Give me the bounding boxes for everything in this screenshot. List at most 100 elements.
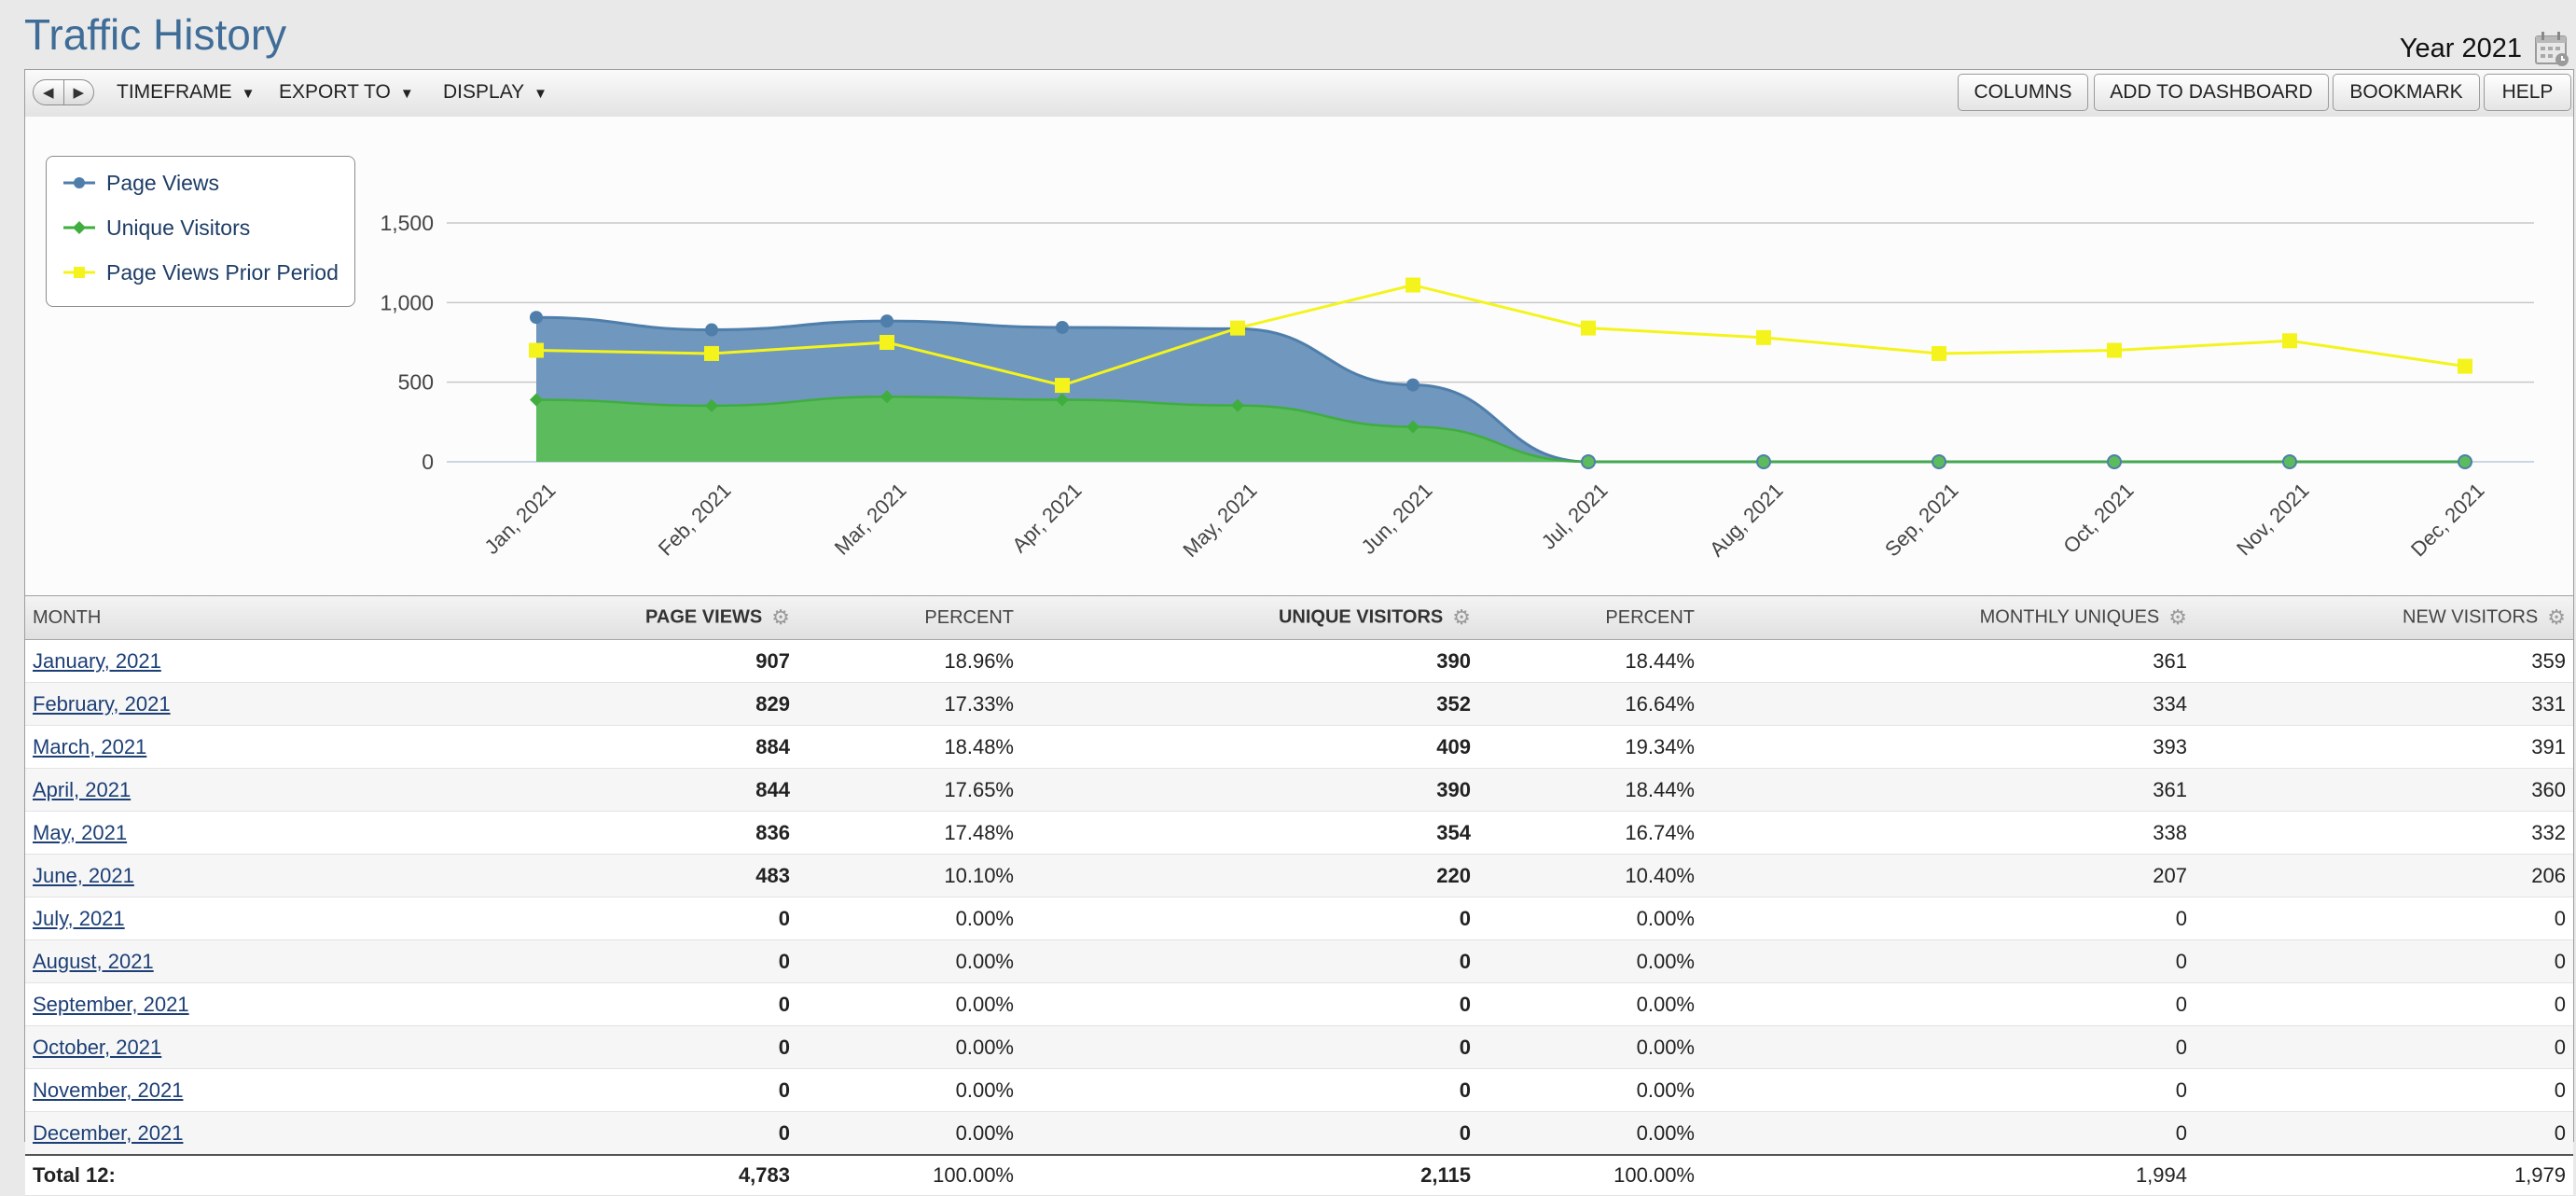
table-cell: 18.44% — [1478, 768, 1702, 812]
previous-period-icon[interactable]: ◀ — [42, 85, 54, 101]
legend-page-views-marker — [63, 177, 95, 188]
table-cell: 207 — [1702, 854, 2195, 897]
gear-icon[interactable]: ⚙ — [1452, 605, 1471, 629]
table-row: March, 2021 884 18.48% 409 19.34% 393 391 — [25, 725, 2573, 769]
month-cell: February, 2021 — [25, 682, 380, 726]
table-cell: 390 — [1021, 639, 1478, 683]
export-menu-label: EXPORT TO — [279, 81, 391, 103]
legend-label: Page Views Prior Period — [106, 259, 339, 285]
table-row: June, 2021 483 10.10% 220 10.40% 207 206 — [25, 854, 2573, 897]
month-cell: December, 2021 — [25, 1111, 380, 1156]
period-navigator: ◀ ▶ — [33, 79, 94, 105]
month-link[interactable]: April, 2021 — [33, 777, 132, 801]
table-cell: 391 — [2195, 725, 2573, 769]
table-cell: 354 — [1021, 811, 1478, 855]
table-cell: 393 — [1702, 725, 2195, 769]
month-link[interactable]: February, 2021 — [33, 691, 171, 716]
table-cell: 844 — [380, 768, 797, 812]
month-link[interactable]: March, 2021 — [33, 734, 147, 758]
month-link[interactable]: September, 2021 — [33, 992, 189, 1016]
column-header-unique-visitors[interactable]: UNIQUE VISITORS ⚙ — [1021, 595, 1478, 640]
prior-period-line — [535, 284, 2466, 387]
table-cell: 0.00% — [797, 1111, 1021, 1156]
table-cell: 18.44% — [1478, 639, 1702, 683]
table-cell: 0.00% — [1478, 1111, 1702, 1156]
gear-icon[interactable]: ⚙ — [2168, 605, 2187, 629]
table-cell: 0 — [1702, 1068, 2195, 1112]
unique-visitors-line — [535, 395, 2465, 464]
table-cell: 0 — [380, 1025, 797, 1069]
page-views-point — [1406, 378, 1420, 392]
column-header-percent[interactable]: PERCENT — [797, 595, 1021, 640]
x-tick-label: Jul, 2021 — [1537, 479, 1613, 554]
timeframe-menu[interactable]: TIMEFRAME ▼ — [117, 81, 256, 104]
column-header-month[interactable]: MONTH — [25, 595, 380, 640]
calendar-icon[interactable] — [2533, 30, 2570, 67]
table-cell: 352 — [1021, 682, 1478, 726]
month-link[interactable]: May, 2021 — [33, 820, 128, 844]
table-cell: 0 — [1021, 1025, 1478, 1069]
legend-item-unique-visitors[interactable]: Unique Visitors — [63, 214, 250, 242]
table-cell: 359 — [2195, 639, 2573, 683]
toolbar: ◀ ▶ TIMEFRAME ▼ EXPORT TO ▼ DISPLAY ▼ COLUM… — [25, 70, 2573, 118]
help-button[interactable]: HELP — [2484, 74, 2571, 111]
table-cell: 0.00% — [1478, 982, 1702, 1026]
table-cell: 18.48% — [797, 725, 1021, 769]
x-tick-label: Jan, 2021 — [480, 479, 561, 559]
columns-button[interactable]: COLUMNS — [1958, 74, 2088, 111]
caret-down-icon: ▼ — [399, 86, 414, 102]
month-link[interactable]: June, 2021 — [33, 863, 134, 887]
page-views-point — [2458, 454, 2472, 469]
table-total-row: Total 12: 4,783 100.00% 2,115 100.00% 1,994 1,… — [25, 1154, 2573, 1196]
page-views-point — [1056, 320, 1069, 334]
column-header-label: MONTH — [33, 606, 102, 628]
page-title: Traffic History — [24, 10, 287, 59]
page-views-point — [705, 323, 718, 337]
month-cell: January, 2021 — [25, 639, 380, 683]
table-row: November, 2021 0 0.00% 0 0.00% 0 0 — [25, 1068, 2573, 1112]
display-menu[interactable]: DISPLAY ▼ — [443, 81, 547, 104]
prior-period-point — [2282, 333, 2297, 349]
bookmark-button[interactable]: BOOKMARK — [2333, 74, 2480, 111]
traffic-history-panel: ◀ ▶ TIMEFRAME ▼ EXPORT TO ▼ DISPLAY ▼ COLUM… — [24, 69, 2574, 1196]
export-menu[interactable]: EXPORT TO ▼ — [279, 81, 414, 104]
legend-label: Page Views — [106, 170, 220, 195]
x-tick-label: Feb, 2021 — [654, 479, 736, 561]
page-views-point — [880, 314, 893, 328]
table-row: October, 2021 0 0.00% 0 0.00% 0 0 — [25, 1025, 2573, 1069]
column-header-page-views[interactable]: PAGE VIEWS ⚙ — [380, 595, 797, 640]
column-header-label: PAGE VIEWS — [645, 606, 763, 628]
table-cell: 0 — [1702, 1025, 2195, 1069]
total-cell: 1,979 — [2195, 1154, 2573, 1196]
column-header-monthly-uniques[interactable]: MONTHLY UNIQUES ⚙ — [1702, 595, 2195, 640]
table-cell: 17.65% — [797, 768, 1021, 812]
legend-item-prior-period[interactable]: Page Views Prior Period — [63, 258, 339, 286]
month-link[interactable]: July, 2021 — [33, 906, 125, 930]
gear-icon[interactable]: ⚙ — [771, 605, 790, 629]
add-to-dashboard-button[interactable]: ADD TO DASHBOARD — [2094, 74, 2329, 111]
column-header-percent[interactable]: PERCENT — [1478, 595, 1702, 640]
table-cell: 220 — [1021, 854, 1478, 897]
month-cell: June, 2021 — [25, 854, 380, 897]
table-cell: 0 — [1021, 939, 1478, 983]
prior-period-point — [1406, 277, 1420, 293]
table-cell: 483 — [380, 854, 797, 897]
table-cell: 331 — [2195, 682, 2573, 726]
legend-unique-visitors-marker — [63, 221, 95, 234]
gear-icon[interactable]: ⚙ — [2547, 605, 2566, 629]
table-row: February, 2021 829 17.33% 352 16.64% 334 331 — [25, 682, 2573, 726]
table-row: January, 2021 907 18.96% 390 18.44% 361 359 — [25, 639, 2573, 683]
month-link[interactable]: December, 2021 — [33, 1120, 184, 1145]
month-link[interactable]: November, 2021 — [33, 1078, 184, 1102]
table-cell: 338 — [1702, 811, 2195, 855]
month-link[interactable]: August, 2021 — [33, 949, 154, 973]
column-header-label: NEW VISITORS — [2403, 606, 2539, 628]
column-header-new-visitors[interactable]: NEW VISITORS ⚙ — [2195, 595, 2573, 640]
month-link[interactable]: October, 2021 — [33, 1035, 162, 1059]
table-cell: 0 — [2195, 897, 2573, 940]
legend-item-page-views[interactable]: Page Views — [63, 169, 219, 197]
month-link[interactable]: January, 2021 — [33, 648, 161, 673]
table-cell: 0 — [1702, 982, 2195, 1026]
traffic-table-container: MONTH PAGE VIEWS ⚙ PERCENT UNIQUE VISITOR… — [25, 595, 2573, 1196]
next-period-icon[interactable]: ▶ — [62, 80, 94, 104]
